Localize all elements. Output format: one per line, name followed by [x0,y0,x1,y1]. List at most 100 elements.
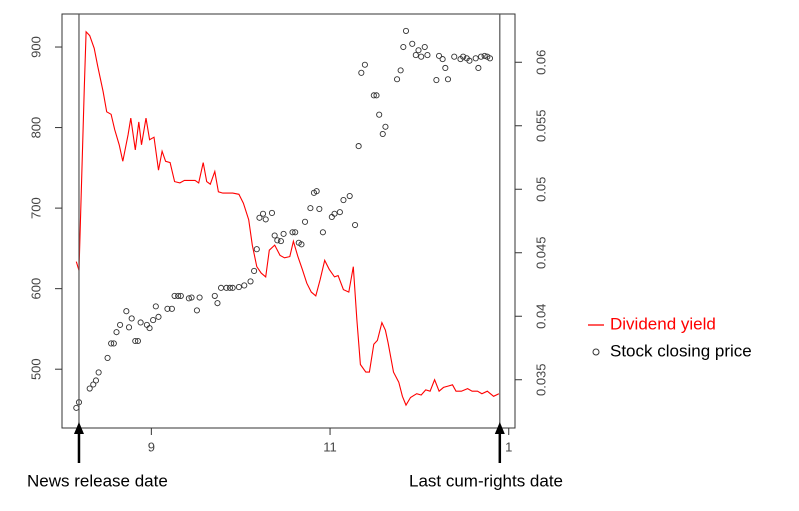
price-point [292,229,299,236]
price-point [193,307,200,314]
price-point [397,67,404,74]
price-point [241,282,248,289]
price-point [196,294,203,301]
price-point [235,283,242,291]
price-point [128,315,135,322]
y-tick-label: 900 [28,36,43,58]
price-point [421,43,428,51]
y2-tick-label: 0.04 [533,304,548,329]
price-point [358,69,365,76]
arrow-head [73,422,84,434]
price-point [301,218,309,225]
price-point [92,377,100,384]
price-point [86,385,93,392]
price-point [229,284,236,291]
price-point [152,303,159,310]
yield-line [75,30,500,407]
y-tick-label: 800 [28,117,43,139]
price-point [73,404,80,411]
price-point [217,284,225,291]
price-point [346,192,353,200]
price-point [226,284,234,291]
price-point [125,324,133,331]
price-point [185,295,192,302]
price-point [108,340,115,347]
price-point [336,209,343,216]
price-point [271,232,278,239]
y2-tick-label: 0.05 [533,177,548,202]
y-tick-label: 700 [28,197,43,219]
price-point [274,237,281,244]
legend-label: Stock closing price [610,341,752,360]
price-point [155,313,162,320]
y2-tick-label: 0.055 [533,109,548,142]
price-point [146,325,153,332]
price-point [376,111,383,118]
price-point [134,337,141,345]
legend-symbol [592,348,600,356]
price-point [433,76,440,84]
price-point [247,278,254,285]
price-point [104,354,111,361]
y2-tick-label: 0.045 [533,236,548,269]
price-point [137,319,144,326]
price-point [316,205,323,212]
price-point [373,92,380,99]
price-point [177,292,184,299]
price-point [211,292,218,299]
x-tick-label: 1 [505,439,512,454]
annotation-text: News release date [27,471,168,490]
price-point [361,61,368,68]
price-point [370,92,377,99]
price-point [214,300,221,307]
x-tick-label: 9 [148,439,155,454]
price-point [477,53,485,60]
price-point [451,53,458,60]
legend-label: Dividend yield [610,314,716,333]
price-point [409,40,416,47]
price-point [268,209,276,216]
price-point [262,216,269,223]
price-point [113,329,120,336]
price-point [280,230,287,237]
price-point [188,294,195,301]
price-point [319,229,326,236]
price-point [486,55,494,62]
price-point [175,292,182,299]
price-point [481,52,488,59]
price-point [382,123,389,130]
price-point [400,43,407,51]
annotation-text: Last cum-rights date [409,471,563,490]
price-point [168,305,175,312]
price-point [95,369,102,376]
price-point [402,27,410,34]
price-point [251,267,258,274]
price-point [379,130,386,138]
price-point [110,340,117,347]
price-point [466,57,473,64]
price-point [259,210,267,217]
price-point [123,308,130,315]
price-point [223,284,230,291]
price-point [355,143,362,150]
price-point [331,210,338,217]
arrow-head [494,422,505,434]
price-point [164,305,171,312]
price-point [256,214,263,221]
y2-tick-label: 0.06 [533,50,548,75]
y-tick-label: 500 [28,358,43,380]
y-tick-label: 600 [28,278,43,300]
price-point [340,197,347,204]
price-point [307,205,314,212]
price-point [277,238,284,245]
price-point [352,221,359,229]
price-point [424,52,431,59]
price-point [415,47,422,54]
y2-tick-label: 0.035 [533,363,548,396]
price-point [298,241,305,248]
price-point [117,321,124,328]
price-point [439,56,446,63]
price-point [171,292,178,299]
price-point [436,52,443,59]
